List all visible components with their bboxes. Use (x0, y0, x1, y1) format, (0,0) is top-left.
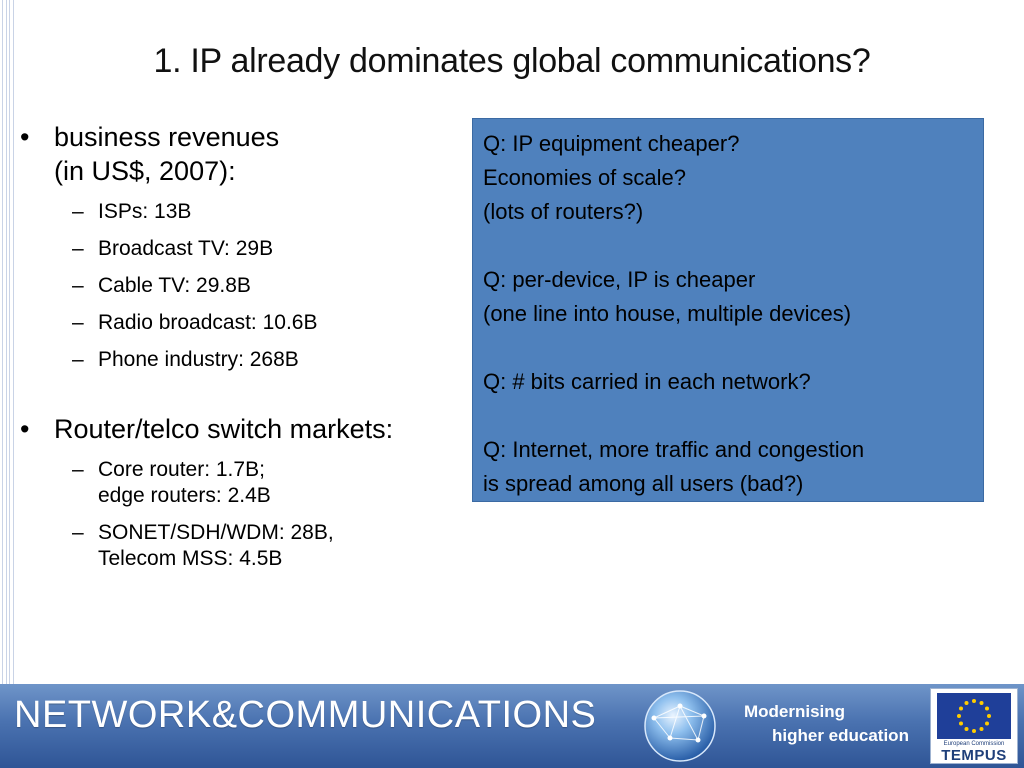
bullet-text-line: (in US$, 2007): (54, 156, 236, 186)
eu-star-icon (979, 701, 984, 706)
sub-bullet-text: Broadcast TV: 29B (98, 237, 274, 260)
sub-bullet-text: Core router: 1.7B; (98, 458, 265, 481)
footer-brand-text: NETWORK&COMMUNICATIONS (14, 694, 597, 736)
sub-bullet-item: – Broadcast TV: 29B (20, 236, 470, 262)
sub-bullet-item: – Cable TV: 29.8B (20, 273, 470, 299)
sub-bullet-text: Radio broadcast: 10.6B (98, 311, 318, 334)
dash-marker: – (72, 348, 84, 371)
dash-marker: – (72, 237, 84, 260)
sub-bullet-text: ISPs: 13B (98, 200, 192, 223)
sub-bullet-item: – Core router: 1.7B; edge routers: 2.4B (20, 457, 470, 509)
footer-banner: NETWORK&COMMUNICATIONS Modernising highe… (0, 684, 1024, 768)
paragraph-gap (483, 399, 973, 433)
sub-bullet-text: Phone industry: 268B (98, 348, 299, 371)
bullet-text-line: Router/telco switch markets: (54, 414, 394, 444)
sub-bullet-item: – Radio broadcast: 10.6B (20, 310, 470, 336)
paragraph-gap (483, 331, 973, 365)
question-line: (lots of routers?) (483, 199, 644, 224)
eu-star-icon (964, 701, 969, 706)
sub-bullet-text: Telecom MSS: 4.5B (98, 547, 283, 570)
sub-bullet-item: – Phone industry: 268B (20, 347, 470, 373)
eu-star-icon (959, 706, 964, 711)
edge-decoration (0, 0, 16, 684)
question-line: (one line into house, multiple devices) (483, 301, 852, 326)
question-line: is spread among all users (bad?) (483, 471, 804, 496)
eu-star-icon (979, 726, 984, 731)
network-globe-icon (644, 690, 716, 762)
dash-marker: – (72, 274, 84, 297)
dash-marker: – (72, 521, 84, 544)
bullet-marker: • (20, 122, 30, 152)
bullet-item: • Router/telco switch markets: (20, 412, 470, 446)
bullet-item: • business revenues (in US$, 2007): (20, 120, 470, 188)
dash-marker: – (72, 458, 84, 481)
question-line: Economies of scale? (483, 165, 686, 190)
dash-marker: – (72, 200, 84, 223)
bullet-group-markets: • Router/telco switch markets: – Core ro… (20, 412, 470, 572)
question-box: Q: IP equipment cheaper? Economies of sc… (472, 118, 984, 502)
sub-bullet-item: – ISPs: 13B (20, 199, 470, 225)
eu-caption: European Commission (943, 741, 1005, 747)
sub-bullet-item: – SONET/SDH/WDM: 28B, Telecom MSS: 4.5B (20, 520, 470, 572)
question-line: Q: IP equipment cheaper? (483, 131, 740, 156)
eu-star-icon (972, 699, 976, 703)
eu-star-icon (964, 726, 969, 731)
tagline-line: Modernising (744, 702, 846, 721)
eu-star-icon (959, 721, 964, 726)
eu-flag-icon (937, 693, 1011, 739)
bullet-marker: • (20, 414, 30, 444)
question-line: Q: per-device, IP is cheaper (483, 267, 756, 292)
dash-marker: – (72, 311, 84, 334)
paragraph-gap (483, 229, 973, 263)
slide-title: 1. IP already dominates global communica… (153, 42, 871, 80)
eu-program-name: TEMPUS (941, 747, 1007, 764)
bullet-list: • business revenues (in US$, 2007): – ISP… (20, 120, 470, 572)
bullet-text-line: business revenues (54, 122, 280, 152)
sub-bullet-text: SONET/SDH/WDM: 28B, (98, 521, 334, 544)
eu-star-icon (972, 729, 976, 733)
eu-star-icon (957, 714, 961, 718)
tagline-line: higher education (772, 726, 909, 745)
question-line: Q: # bits carried in each network? (483, 369, 811, 394)
eu-tempus-logo: European Commission TEMPUS (930, 688, 1018, 764)
question-line: Q: Internet, more traffic and congestion (483, 437, 865, 462)
eu-star-icon (984, 721, 989, 726)
sub-bullet-text: Cable TV: 29.8B (98, 274, 251, 297)
bullet-group-revenues: • business revenues (in US$, 2007): – ISP… (20, 120, 470, 373)
eu-star-icon (987, 714, 991, 718)
tagline: Modernising higher education (744, 700, 909, 748)
sub-bullet-text: edge routers: 2.4B (98, 484, 271, 507)
eu-star-icon (984, 706, 989, 711)
